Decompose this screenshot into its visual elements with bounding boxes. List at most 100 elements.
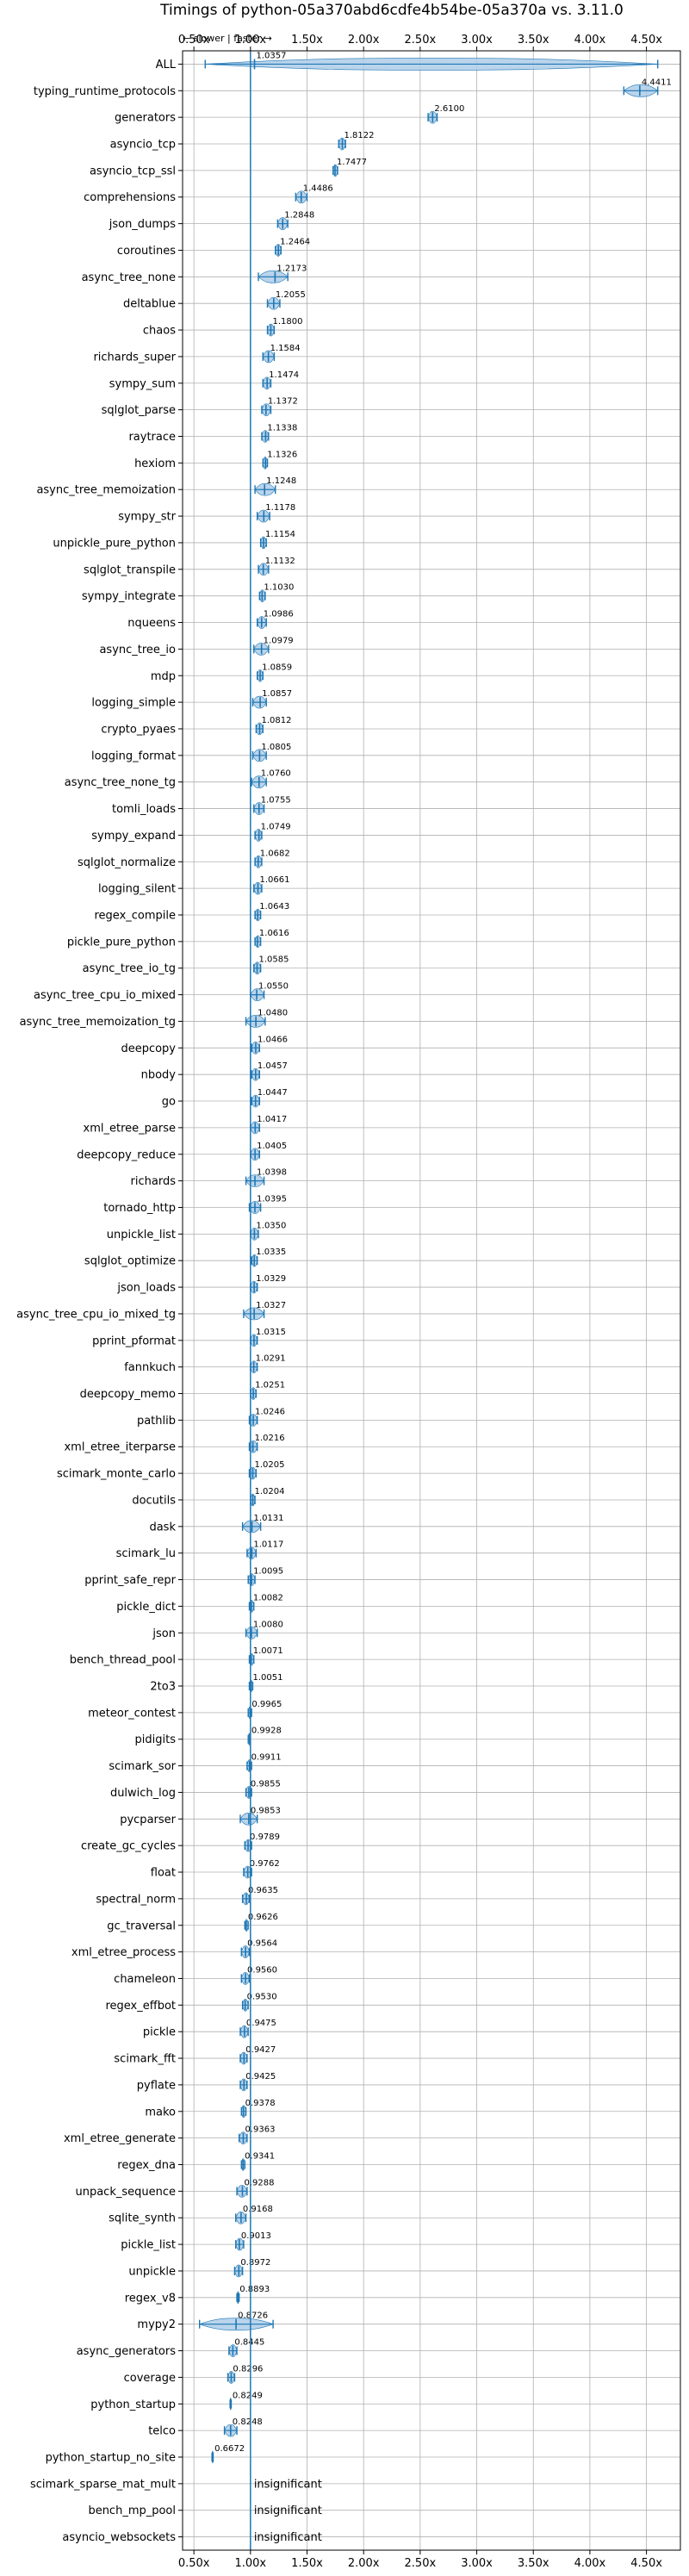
benchmark-label: generators <box>115 112 176 125</box>
value-label: 1.0204 <box>254 1487 284 1496</box>
value-label: 0.9427 <box>245 2045 276 2055</box>
benchmark-label: sympy_str <box>118 511 176 524</box>
x-tick-label-top: 4.00x <box>574 34 606 47</box>
value-label: 1.1030 <box>264 583 294 593</box>
benchmark-label: dulwich_log <box>110 1787 176 1800</box>
x-tick-label-top: 2.50x <box>405 34 437 47</box>
benchmark-label: mdp <box>151 670 176 683</box>
x-tick-label-top: 3.00x <box>461 34 493 47</box>
value-label: 0.9530 <box>247 1992 277 2001</box>
value-label: 1.0480 <box>258 1008 288 1017</box>
benchmark-label: chaos <box>143 325 176 338</box>
benchmark-label: scimark_fft <box>114 2053 176 2066</box>
benchmark-label: logging_simple <box>91 697 176 710</box>
x-tick-label-top: 3.50x <box>518 34 549 47</box>
benchmark-label: bench_mp_pool <box>88 2504 176 2517</box>
benchmark-label: scimark_sor <box>109 1760 176 1773</box>
benchmark-label: scimark_monte_carlo <box>57 1468 176 1481</box>
value-label: 1.1338 <box>267 423 297 432</box>
value-label: 1.0246 <box>255 1407 285 1416</box>
value-label: 1.0405 <box>257 1142 287 1151</box>
value-label: 0.8296 <box>233 2364 263 2374</box>
x-tick-label-bottom: 4.50x <box>630 2557 662 2570</box>
value-label: 1.0071 <box>253 1646 283 1656</box>
benchmark-label: deepcopy_memo <box>80 1388 176 1401</box>
value-label: 1.0550 <box>258 982 289 992</box>
value-label: 1.0117 <box>253 1540 283 1550</box>
value-label: 1.1474 <box>269 370 299 380</box>
benchmark-label: async_tree_io <box>99 644 176 656</box>
benchmark-label: logging_silent <box>98 883 176 896</box>
x-tick-label-top: 1.50x <box>291 34 323 47</box>
benchmark-label: xml_etree_generate <box>64 2132 176 2145</box>
benchmark-label: async_tree_none <box>82 271 176 284</box>
value-label: 0.9855 <box>251 1779 281 1789</box>
x-tick-label-bottom: 4.00x <box>574 2557 606 2570</box>
value-label: 0.9564 <box>247 1939 277 1949</box>
value-label: 1.0251 <box>255 1381 285 1391</box>
value-label: 1.0682 <box>260 849 290 858</box>
value-label: 1.1178 <box>265 503 295 513</box>
value-label: 1.0857 <box>262 689 292 699</box>
benchmark-label: unpickle_pure_python <box>53 537 176 550</box>
benchmark-label: pickle_pure_python <box>67 936 176 949</box>
benchmark-label: pickle_list <box>121 2239 176 2252</box>
benchmark-label: sqlglot_optimize <box>84 1255 176 1268</box>
benchmark-label: async_tree_memoization <box>36 484 176 497</box>
benchmark-label: typing_runtime_protocols <box>34 85 176 98</box>
benchmark-label: crypto_pyaes <box>101 723 176 736</box>
benchmark-label: telco <box>148 2425 176 2438</box>
value-label: 1.1248 <box>266 476 296 486</box>
benchmark-label: deepcopy <box>121 1042 176 1055</box>
value-label: 0.9762 <box>250 1859 280 1869</box>
value-label: 1.0466 <box>258 1035 288 1044</box>
chart-subtitle: ← slower | faster → <box>183 33 272 44</box>
benchmark-label: regex_v8 <box>125 2292 176 2305</box>
benchmark-label: 2to3 <box>150 1680 176 1693</box>
benchmark-label: asyncio_websockets <box>62 2531 176 2544</box>
value-label: 1.0986 <box>264 610 294 619</box>
value-label: 1.1132 <box>265 557 295 566</box>
benchmark-label: unpickle <box>128 2265 176 2278</box>
value-label: 0.9928 <box>251 1727 282 1736</box>
value-label: 1.0417 <box>257 1115 287 1124</box>
value-label: 1.0398 <box>257 1168 287 1178</box>
benchmark-label: meteor_contest <box>88 1707 176 1720</box>
x-tick-label-bottom: 1.50x <box>291 2557 323 2570</box>
value-label: 0.8248 <box>233 2417 263 2427</box>
value-label: 1.0447 <box>258 1088 288 1098</box>
value-label: 1.8122 <box>344 131 375 140</box>
value-label: 1.0131 <box>254 1514 284 1523</box>
value-label: 1.0327 <box>256 1301 286 1310</box>
value-label: 1.0760 <box>261 769 291 779</box>
x-tick-label-bottom: 2.50x <box>405 2557 437 2570</box>
value-label: 1.0749 <box>261 822 291 831</box>
value-label: 1.0585 <box>259 955 289 965</box>
benchmark-label: unpickle_list <box>107 1229 176 1241</box>
value-label: 1.1326 <box>267 450 297 459</box>
insignificant-label: insignificant <box>254 2531 322 2544</box>
value-label: 0.9626 <box>248 1913 278 1922</box>
benchmark-label: pprint_safe_repr <box>84 1574 176 1587</box>
benchmark-label: comprehensions <box>84 191 176 204</box>
benchmark-label: regex_effbot <box>105 2000 176 2013</box>
benchmark-label: hexiom <box>134 457 176 470</box>
value-label: 0.8726 <box>238 2312 268 2321</box>
benchmark-label: asyncio_tcp <box>110 139 176 152</box>
value-label: 0.9288 <box>244 2178 274 2187</box>
benchmark-label: async_tree_cpu_io_mixed <box>34 989 176 1002</box>
value-label: 0.9560 <box>247 1965 277 1975</box>
benchmark-label: scimark_lu <box>116 1547 176 1560</box>
benchmark-label: xml_etree_process <box>71 1946 176 1959</box>
benchmark-label: deltablue <box>123 298 176 311</box>
value-label: 0.9378 <box>245 2099 276 2108</box>
value-label: 1.0095 <box>253 1567 283 1577</box>
value-label: 0.9789 <box>250 1832 280 1842</box>
value-label: 0.9965 <box>251 1700 282 1709</box>
benchmark-label: pyflate <box>137 2079 176 2092</box>
plot-frame <box>182 50 681 2551</box>
benchmark-label: ALL <box>156 59 177 72</box>
benchmark-label: dask <box>149 1521 176 1534</box>
benchmark-label: sympy_sum <box>109 377 176 390</box>
